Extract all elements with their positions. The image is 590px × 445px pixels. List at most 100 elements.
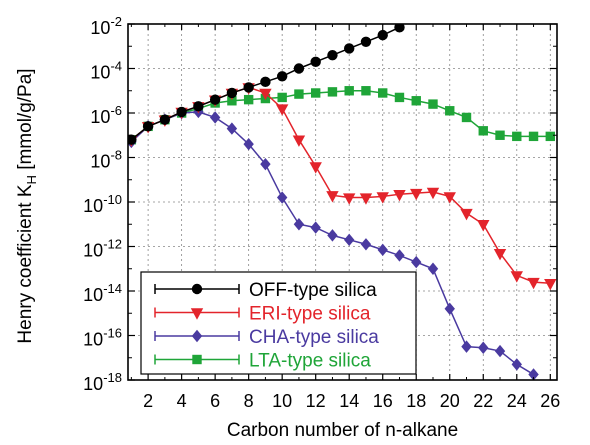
y-tick-exponent: -4: [110, 59, 122, 74]
data-point-lta: [411, 96, 421, 106]
data-point-off: [226, 87, 238, 99]
legend-marker-off: [191, 283, 203, 295]
y-tick-exponent: -18: [103, 370, 122, 385]
data-point-off: [310, 56, 321, 68]
data-point-cha: [461, 340, 472, 353]
y-tick-label: 10-18: [83, 370, 122, 394]
y-tick-base: 10: [83, 374, 103, 394]
tick-marks: [128, 23, 557, 381]
y-tick-label: 10-4: [90, 59, 122, 83]
data-point-off: [360, 36, 372, 47]
legend-label-off: OFF-type silica: [249, 280, 377, 301]
data-point-off: [276, 71, 288, 82]
y-tick-exponent: -2: [110, 14, 122, 29]
data-point-eri: [460, 208, 473, 221]
data-point-lta: [445, 106, 455, 116]
series-off: [128, 24, 405, 145]
data-point-lta: [344, 86, 354, 96]
series-cha: [128, 105, 539, 380]
legend-label-eri: ERI-type silica: [249, 304, 371, 325]
data-point-cha: [327, 229, 338, 242]
data-point-cha: [511, 358, 522, 371]
legend-marker-eri: [190, 308, 204, 320]
data-point-cha: [411, 255, 422, 269]
data-point-eri: [259, 88, 272, 101]
data-point-cha: [377, 243, 388, 257]
data-point-eri: [376, 192, 389, 204]
data-point-cha: [226, 122, 238, 135]
y-tick-exponent: -14: [103, 281, 122, 296]
data-point-lta: [528, 131, 539, 142]
data-point-lta: [378, 88, 388, 98]
y-tick-exponent: -16: [103, 326, 122, 341]
data-point-lta: [545, 131, 555, 142]
data-point-cha: [243, 137, 254, 151]
y-tick-base: 10: [90, 107, 110, 127]
series-layer: [128, 24, 557, 380]
data-point-off: [209, 94, 221, 105]
data-point-lta: [294, 89, 304, 99]
y-axis-label-subscript: H: [24, 175, 39, 184]
x-axis-label: Carbon number of n-alkane: [227, 420, 458, 441]
legend-label-lta: LTA-type silica: [249, 351, 371, 372]
data-point-off: [377, 29, 388, 41]
data-point-off: [327, 49, 338, 61]
data-point-eri: [326, 191, 339, 203]
data-point-eri: [527, 277, 540, 290]
y-tick-base: 10: [83, 285, 103, 305]
data-point-lta: [310, 88, 321, 98]
data-point-off: [142, 121, 154, 132]
y-tick-base: 10: [83, 241, 103, 261]
data-point-off: [260, 76, 271, 88]
x-tick-label: 2: [143, 391, 153, 411]
x-tick-label: 24: [507, 391, 527, 411]
data-point-cha: [260, 157, 271, 171]
data-point-eri: [443, 192, 456, 204]
y-tick-base: 10: [90, 18, 110, 38]
y-tick-exponent: -6: [110, 103, 122, 118]
data-point-lta: [327, 87, 338, 97]
data-point-cha: [478, 341, 489, 354]
data-point-eri: [410, 188, 423, 201]
x-tick-label: 18: [406, 391, 426, 411]
y-tick-label: 10-16: [83, 326, 122, 350]
data-point-lta: [243, 94, 254, 105]
data-point-off: [128, 134, 137, 145]
data-point-cha: [344, 233, 355, 247]
legend-label-cha: CHA-type silica: [249, 327, 379, 348]
data-point-cha: [494, 344, 506, 358]
y-tick-label: 10-8: [90, 148, 122, 172]
data-point-lta: [277, 92, 287, 103]
data-point-off: [176, 106, 187, 118]
x-tick-label: 20: [440, 391, 460, 411]
data-point-eri: [393, 190, 406, 202]
y-tick-label: 10-6: [90, 103, 122, 127]
data-point-lta: [512, 131, 522, 142]
y-tick-label: 10-2: [90, 14, 122, 38]
data-point-lta: [428, 99, 438, 109]
x-tick-label: 16: [373, 391, 393, 411]
data-point-cha: [394, 249, 405, 262]
data-point-lta: [461, 112, 472, 123]
data-point-eri: [510, 271, 523, 283]
y-tick-base: 10: [83, 330, 103, 350]
data-point-eri: [477, 220, 490, 232]
legend-marker-lta: [192, 354, 202, 365]
y-tick-base: 10: [90, 63, 110, 83]
data-point-lta: [227, 96, 237, 106]
data-point-lta: [361, 86, 371, 96]
x-tick-label: 4: [177, 391, 187, 411]
y-tick-exponent: -12: [103, 237, 122, 252]
data-point-cha: [276, 191, 288, 204]
y-axis-label-unit: [mmol/g/Pa]: [15, 68, 36, 175]
data-point-off: [243, 82, 254, 93]
x-tick-label: 14: [339, 391, 359, 411]
data-point-off: [293, 63, 305, 74]
y-tick-label: 10-10: [83, 192, 122, 216]
x-tick-label: 22: [473, 391, 493, 411]
y-tick-base: 10: [90, 152, 110, 172]
x-tick-label: 8: [244, 391, 254, 411]
data-point-lta: [478, 126, 488, 136]
y-axis-label: Henry coefficient KH [mmol/g/Pa]: [15, 68, 39, 343]
